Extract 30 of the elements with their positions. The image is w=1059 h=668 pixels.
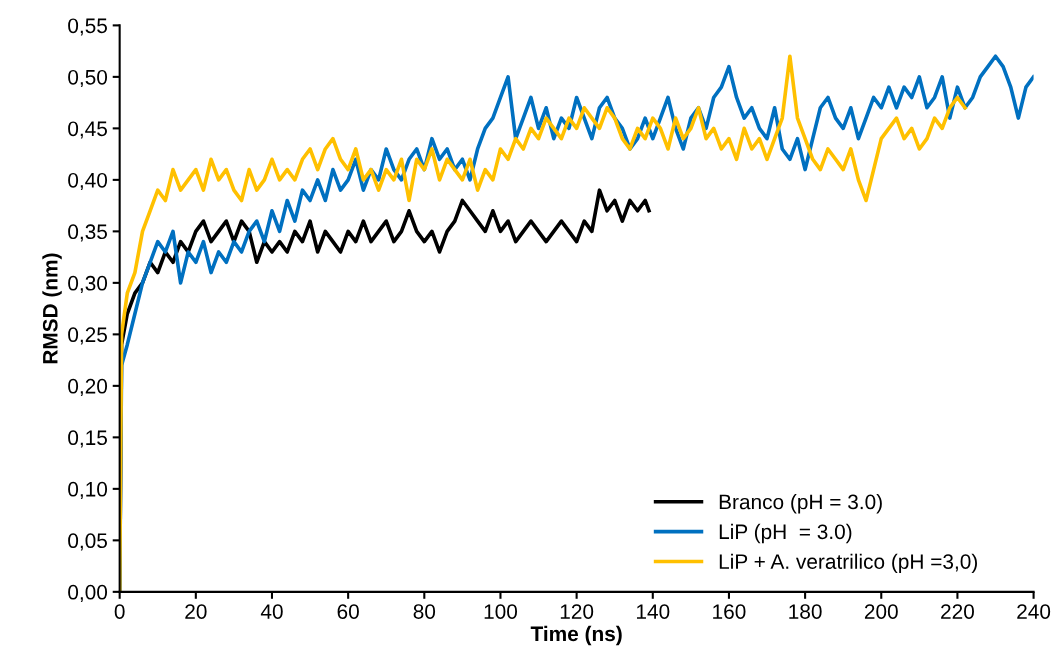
- y-tick-label: 0,50: [68, 69, 108, 88]
- x-tick-label: 180: [789, 604, 822, 619]
- y-tick-label: 0,30: [68, 275, 108, 294]
- y-tick-label: 0,45: [68, 121, 107, 139]
- y-tick-label: 0,00: [68, 584, 108, 603]
- x-tick-label: 220: [941, 604, 974, 619]
- legend-label: LiP (pH = 3.0): [719, 523, 852, 544]
- legend-label: Branco (pH = 3.0): [719, 494, 882, 514]
- legend-label: LiP + A. veratrilico (pH =3,0): [719, 553, 977, 574]
- x-tick-label: 100: [484, 604, 518, 619]
- x-tick-label: 120: [560, 604, 594, 619]
- x-tick-label: 60: [337, 604, 359, 619]
- x-tick-label: 40: [260, 604, 283, 619]
- x-tick-label: 240: [1017, 604, 1051, 619]
- x-tick-label: 20: [185, 604, 207, 619]
- y-tick-label: 0,20: [68, 378, 108, 397]
- x-tick-label: 200: [864, 604, 898, 619]
- x-tick-label: 80: [413, 604, 436, 619]
- y-tick-label: 0,10: [68, 481, 108, 500]
- y-tick-label: 0,25: [68, 327, 107, 345]
- y-tick-label: 0,05: [68, 533, 107, 551]
- x-tick-label: 0: [114, 604, 125, 619]
- y-tick-label: 0,40: [68, 172, 108, 191]
- x-tick-label: 160: [713, 604, 746, 619]
- y-tick-label: 0,55: [68, 18, 107, 36]
- x-axis-title: Time (ns): [530, 625, 622, 646]
- y-tick-label: 0,15: [68, 430, 107, 448]
- x-tick-label: 140: [637, 604, 670, 619]
- y-tick-label: 0,35: [68, 224, 107, 242]
- y-axis-title: RMSD (nm): [42, 253, 62, 364]
